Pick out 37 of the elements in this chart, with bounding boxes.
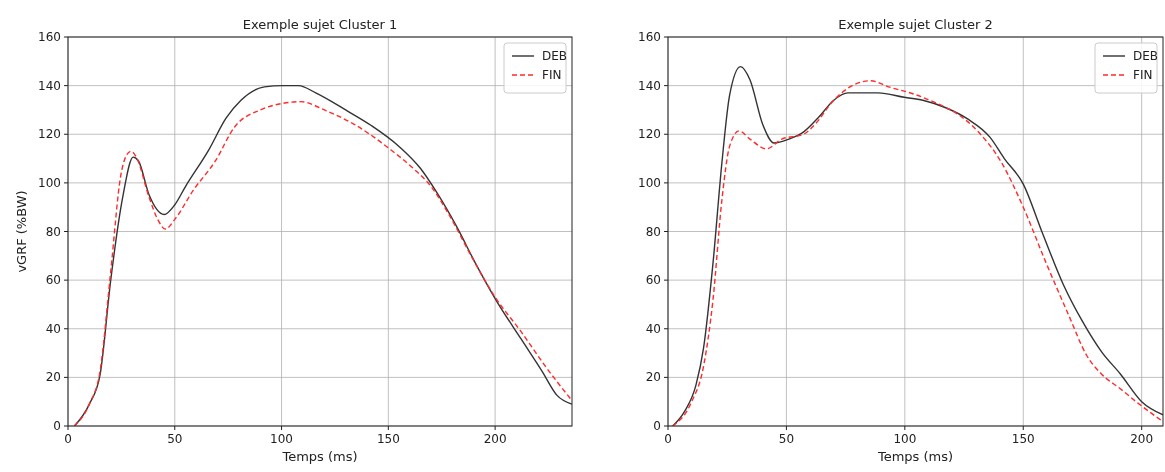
x-tick-label: 200 bbox=[1130, 432, 1154, 446]
chart-title: Exemple sujet Cluster 1 bbox=[242, 17, 398, 32]
y-tick-label: 0 bbox=[53, 419, 61, 433]
y-tick-label: 80 bbox=[645, 224, 661, 239]
x-tick-label: 200 bbox=[483, 432, 507, 446]
y-tick-label: 160 bbox=[638, 30, 661, 44]
chart-title: Exemple sujet Cluster 2 bbox=[838, 17, 993, 32]
y-tick-label: 140 bbox=[38, 78, 61, 93]
x-tick-label: 100 bbox=[270, 432, 294, 446]
x-tick-label: 150 bbox=[376, 432, 400, 446]
x-tick-label: 0 bbox=[664, 432, 672, 446]
y-tick-label: 20 bbox=[45, 370, 61, 385]
y-tick-label: 20 bbox=[645, 370, 661, 385]
x-tick-label: 100 bbox=[893, 432, 917, 446]
x-tick-label: 0 bbox=[64, 432, 72, 446]
y-tick-label: 140 bbox=[638, 78, 661, 93]
y-tick-label: 160 bbox=[38, 30, 61, 44]
y-tick-label: 0 bbox=[653, 419, 661, 433]
y-tick-label: 60 bbox=[645, 273, 661, 288]
y-tick-label: 40 bbox=[645, 321, 661, 336]
legend-label: FIN bbox=[542, 68, 562, 82]
y-tick-label: 120 bbox=[638, 127, 661, 142]
y-axis-title: vGRF (%BW) bbox=[14, 190, 29, 273]
x-tick-label: 150 bbox=[1011, 432, 1035, 446]
x-tick-label: 50 bbox=[778, 432, 795, 446]
y-tick-label: 60 bbox=[45, 273, 61, 288]
legend-label: DEB bbox=[1133, 49, 1159, 63]
y-tick-label: 100 bbox=[38, 175, 61, 190]
y-tick-label: 120 bbox=[38, 127, 61, 142]
legend-label: DEB bbox=[542, 49, 568, 63]
y-tick-label: 40 bbox=[45, 321, 61, 336]
x-axis-title: Temps (ms) bbox=[281, 449, 358, 464]
y-tick-label: 100 bbox=[638, 175, 661, 190]
x-axis-title: Temps (ms) bbox=[876, 449, 954, 464]
legend-label: FIN bbox=[1133, 68, 1153, 82]
x-tick-label: 50 bbox=[167, 432, 183, 446]
y-tick-label: 80 bbox=[45, 224, 61, 239]
